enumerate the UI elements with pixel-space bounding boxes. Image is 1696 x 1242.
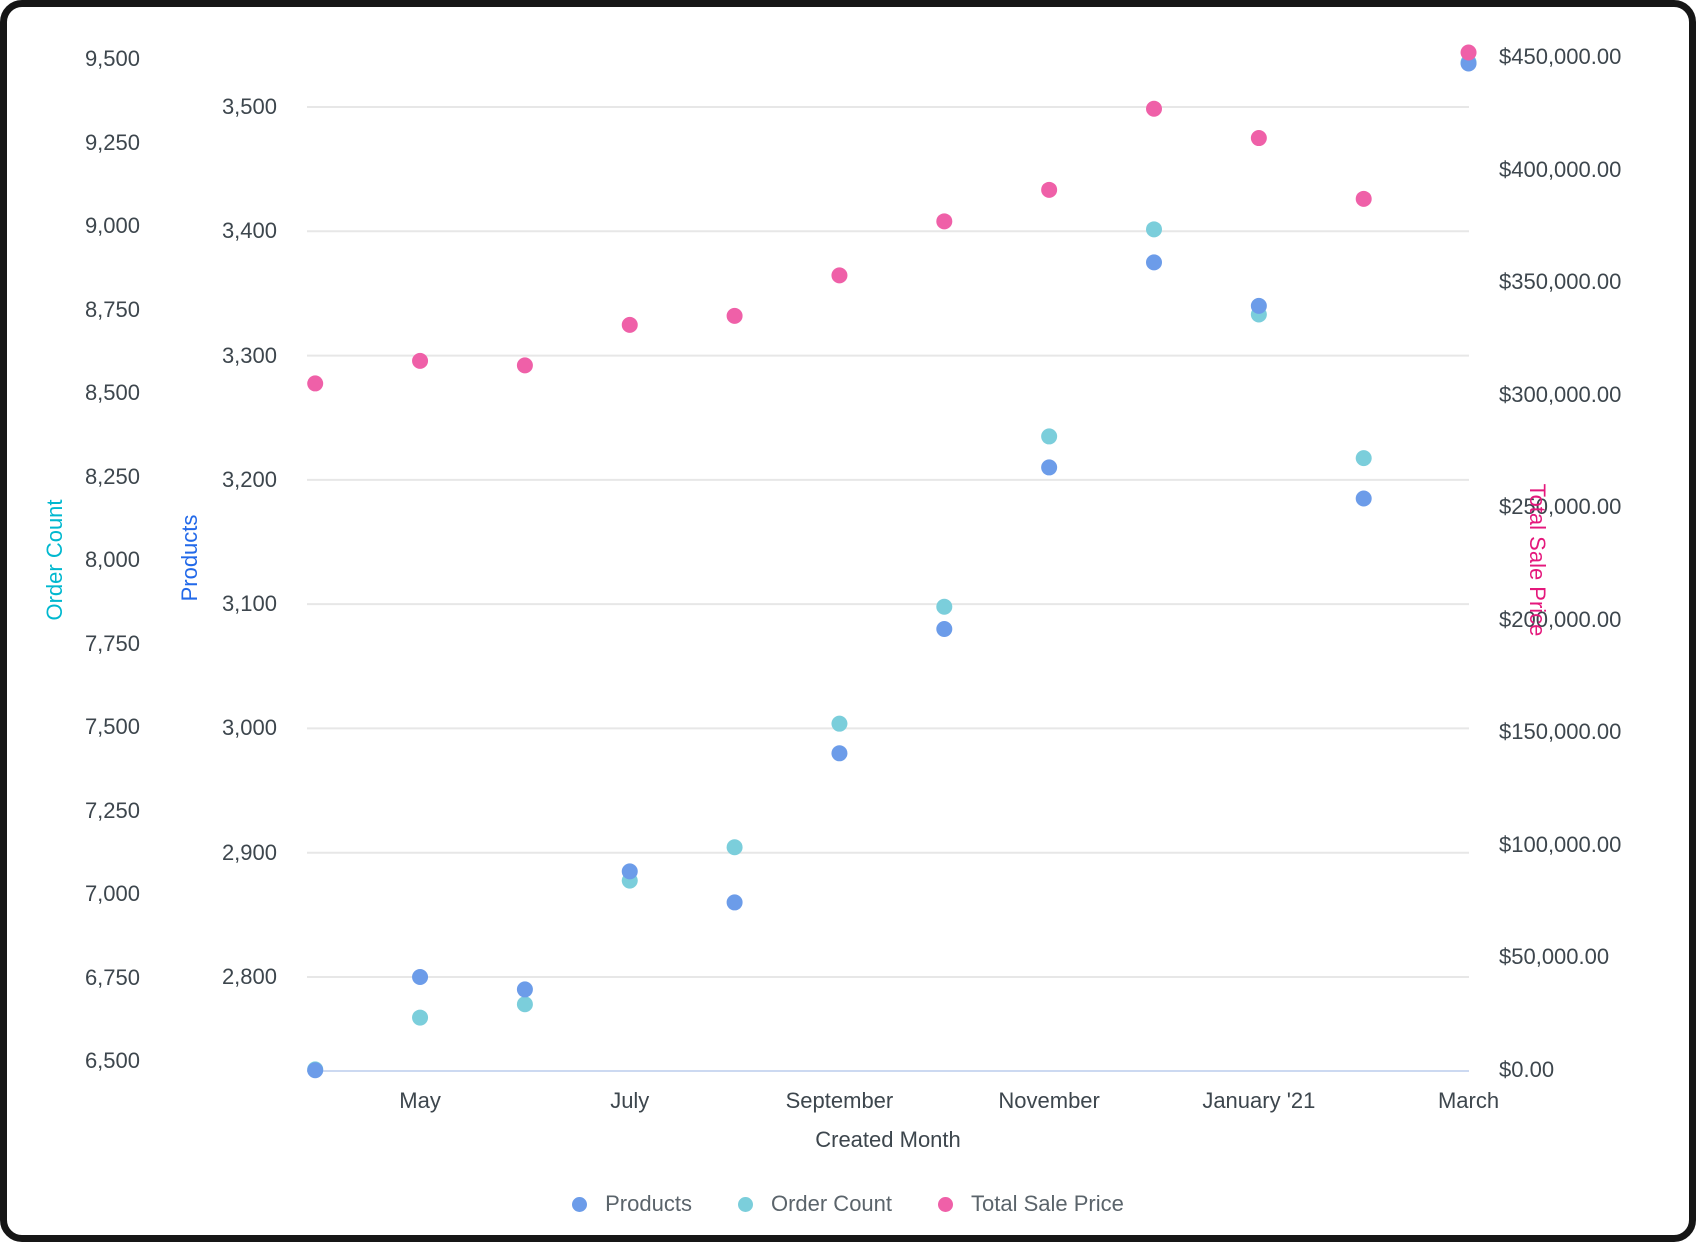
- tick-label: 9,250: [84, 129, 140, 155]
- data-point-products[interactable]: [726, 894, 743, 911]
- legend-label: Products: [605, 1191, 692, 1216]
- tick-label: $300,000.00: [1499, 381, 1622, 407]
- tick-label: 7,250: [84, 797, 140, 823]
- tick-label: 3,300: [221, 342, 277, 368]
- tick-label: 6,750: [84, 964, 140, 990]
- tick-label: $50,000.00: [1499, 944, 1610, 970]
- data-point-products[interactable]: [1460, 55, 1477, 72]
- tick-label: 2,800: [221, 964, 277, 989]
- tick-label: 3,100: [221, 591, 277, 617]
- legend-item-order-count[interactable]: Order Count: [737, 1191, 893, 1217]
- y-axis-title-total-sale-price: Total Sale Price: [1525, 483, 1550, 637]
- tick-label: 7,000: [84, 881, 140, 906]
- tick-label: $200,000.00: [1499, 606, 1622, 632]
- data-point-products[interactable]: [1041, 459, 1058, 476]
- data-point-order-count[interactable]: [831, 715, 848, 732]
- legend-dot-icon: [572, 1196, 588, 1212]
- data-point-order-count[interactable]: [516, 996, 533, 1013]
- tick-label: $250,000.00: [1499, 494, 1622, 520]
- legend-label: Total Sale Price: [971, 1191, 1124, 1216]
- data-point-total-sale-price[interactable]: [831, 267, 848, 284]
- data-point-total-sale-price[interactable]: [1041, 181, 1058, 198]
- tick-label: 9,000: [84, 213, 140, 238]
- data-point-products[interactable]: [1250, 297, 1267, 314]
- legend-dot-icon: [737, 1196, 753, 1212]
- data-point-order-count[interactable]: [1146, 221, 1162, 238]
- x-tick-label: November: [998, 1088, 1100, 1113]
- data-point-total-sale-price[interactable]: [1355, 190, 1372, 207]
- x-tick-label: September: [785, 1088, 894, 1113]
- data-point-total-sale-price[interactable]: [1146, 100, 1162, 117]
- data-point-order-count[interactable]: [1041, 428, 1058, 445]
- data-point-products[interactable]: [831, 745, 848, 762]
- legend-label: Order Count: [770, 1191, 893, 1216]
- data-point-total-sale-price[interactable]: [412, 352, 429, 369]
- tick-label: 8,750: [84, 296, 140, 322]
- data-point-total-sale-price[interactable]: [936, 213, 953, 230]
- x-tick-label: May: [399, 1088, 441, 1113]
- tick-label: $100,000.00: [1499, 831, 1622, 857]
- x-tick-label: July: [610, 1088, 650, 1113]
- data-point-products[interactable]: [307, 1062, 324, 1079]
- tick-label: 6,500: [84, 1048, 140, 1073]
- data-point-products[interactable]: [1146, 254, 1162, 271]
- tick-label: 2,900: [221, 839, 277, 865]
- x-tick-label: January '21: [1202, 1088, 1316, 1113]
- tick-label: $450,000.00: [1499, 44, 1622, 69]
- tick-label: $150,000.00: [1499, 719, 1622, 745]
- tick-label: 7,500: [84, 714, 140, 739]
- data-point-order-count[interactable]: [1355, 450, 1372, 467]
- legend-dot-icon: [938, 1196, 954, 1212]
- data-point-order-count[interactable]: [936, 598, 953, 615]
- data-point-total-sale-price[interactable]: [1250, 130, 1267, 147]
- y-axis-title-products: Products: [177, 514, 202, 602]
- data-point-products[interactable]: [516, 981, 533, 998]
- tick-label: 3,400: [221, 218, 277, 244]
- data-point-products[interactable]: [1355, 490, 1372, 507]
- data-point-products[interactable]: [412, 969, 429, 985]
- tick-label: 8,000: [84, 547, 140, 572]
- tick-label: 7,750: [84, 630, 140, 656]
- tick-label: 3,200: [221, 466, 277, 492]
- data-point-total-sale-price[interactable]: [726, 307, 743, 324]
- legend-item-total-sale-price[interactable]: Total Sale Price: [938, 1191, 1124, 1217]
- scatter-plot-canvas: [307, 44, 1477, 1079]
- legend-item-products[interactable]: Products: [572, 1191, 692, 1217]
- tick-label: 8,250: [84, 463, 140, 489]
- data-point-total-sale-price[interactable]: [1460, 44, 1477, 61]
- data-point-products[interactable]: [936, 621, 953, 637]
- data-point-order-count[interactable]: [726, 839, 743, 856]
- data-point-total-sale-price[interactable]: [307, 375, 324, 392]
- x-tick-label: March: [1437, 1088, 1500, 1113]
- tick-label: $350,000.00: [1499, 269, 1622, 295]
- x-axis-title: Created Month: [815, 1127, 961, 1152]
- tick-label: 3,000: [221, 715, 277, 741]
- data-point-order-count[interactable]: [412, 1009, 429, 1026]
- legend: Products Order Count Total Sale Price: [7, 1191, 1689, 1217]
- data-point-products[interactable]: [621, 863, 638, 880]
- y-axis-title-order-count: Order Count: [42, 499, 67, 621]
- tick-label: 3,500: [221, 94, 277, 119]
- data-point-total-sale-price[interactable]: [516, 357, 533, 374]
- tick-label: 9,500: [84, 46, 140, 71]
- tick-label: $400,000.00: [1499, 156, 1622, 182]
- tick-label: $0.00: [1499, 1057, 1555, 1082]
- tick-label: 8,500: [84, 380, 140, 405]
- data-point-total-sale-price[interactable]: [621, 316, 638, 333]
